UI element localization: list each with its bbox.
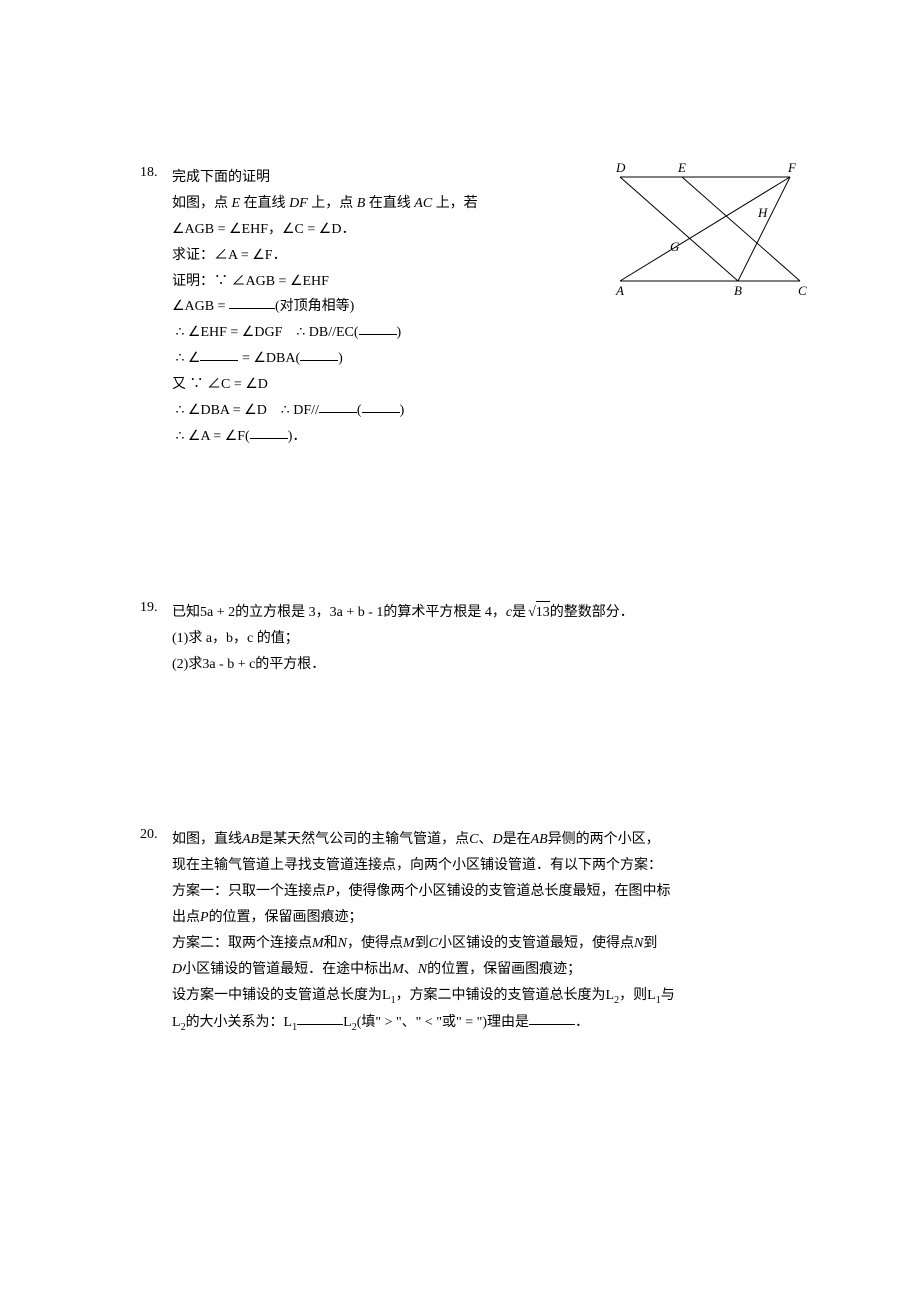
fill-blank — [300, 347, 338, 361]
label-C: C — [798, 283, 807, 298]
text-line: ∴ ∠ = ∠DBA() — [172, 346, 532, 372]
problem-18: 18. 完成下面的证明 如图，点 E 在直线 DF 上，点 B 在直线 AC 上… — [172, 165, 820, 450]
fill-blank — [250, 425, 288, 439]
text-line: 出点P的位置，保留画图痕迹； — [172, 905, 772, 931]
label-H: H — [757, 205, 768, 220]
text-line: 方案一：只取一个连接点P，使得像两个小区铺设的支管道总长度最短，在图中标 — [172, 879, 772, 905]
problem-number: 18. — [140, 165, 158, 181]
label-B: B — [734, 283, 742, 298]
geometry-figure: D E F A B C G H — [610, 159, 810, 299]
sqrt-icon: √13 — [526, 600, 550, 626]
text-line: 方案二：取两个连接点M和N，使得点M到C小区铺设的支管道最短，使得点N到 — [172, 931, 772, 957]
text-line: ∠AGB = (对顶角相等) — [172, 294, 532, 320]
text-line: D小区铺设的管道最短．在途中标出M、N的位置，保留画图痕迹； — [172, 957, 772, 983]
problem-20-body: 如图，直线AB是某天然气公司的主输气管道，点C、D是在AB异侧的两个小区， 现在… — [172, 827, 820, 1037]
problem-18-body: 完成下面的证明 如图，点 E 在直线 DF 上，点 B 在直线 AC 上，若 ∠… — [172, 165, 532, 450]
text-line: ∴ ∠A = ∠F()． — [172, 424, 532, 450]
fill-blank — [362, 399, 400, 413]
fill-blank — [229, 295, 275, 309]
fill-blank — [200, 347, 238, 361]
text-line: ∴ ∠EHF = ∠DGF ∴ DB//EC() — [172, 320, 532, 346]
text-line: ∠AGB = ∠EHF，∠C = ∠D． — [172, 217, 532, 243]
problem-number: 19. — [140, 600, 158, 616]
text-line: 设方案一中铺设的支管道总长度为L1，方案二中铺设的支管道总长度为L2，则L1与 — [172, 983, 772, 1010]
text-line: 如图，直线AB是某天然气公司的主输气管道，点C、D是在AB异侧的两个小区， — [172, 827, 772, 853]
text-line: 已知5a + 2的立方根是 3，3a + b - 1的算术平方根是 4，c是√1… — [172, 600, 820, 626]
label-D: D — [615, 160, 626, 175]
label-G: G — [670, 239, 680, 254]
problem-19: 19. 已知5a + 2的立方根是 3，3a + b - 1的算术平方根是 4，… — [172, 600, 820, 678]
fill-blank — [319, 399, 357, 413]
problem-19-body: 已知5a + 2的立方根是 3，3a + b - 1的算术平方根是 4，c是√1… — [172, 600, 820, 678]
label-A: A — [615, 283, 624, 298]
fill-blank — [359, 321, 397, 335]
text-line: 证明：∵ ∠AGB = ∠EHF — [172, 269, 532, 295]
text-line: 又 ∵ ∠C = ∠D — [172, 372, 532, 398]
figure-svg: D E F A B C G H — [610, 159, 810, 299]
problem-number: 20. — [140, 827, 158, 843]
fill-blank — [529, 1011, 575, 1025]
problem-20: 20. 如图，直线AB是某天然气公司的主输气管道，点C、D是在AB异侧的两个小区… — [172, 827, 820, 1037]
label-E: E — [677, 160, 686, 175]
label-F: F — [787, 160, 797, 175]
text-line: (1)求 a，b，c 的值； — [172, 626, 820, 652]
text-line: L2的大小关系为：L1L2(填" > "、" < "或" = ")理由是． — [172, 1010, 772, 1037]
text-line: 完成下面的证明 — [172, 165, 532, 191]
text-line: (2)求3a - b + c的平方根． — [172, 652, 820, 678]
text-line: 如图，点 E 在直线 DF 上，点 B 在直线 AC 上，若 — [172, 191, 532, 217]
fill-blank — [297, 1011, 343, 1025]
text-line: 现在主输气管道上寻找支管道连接点，向两个小区铺设管道．有以下两个方案： — [172, 853, 772, 879]
text-line: 求证：∠A = ∠F． — [172, 243, 532, 269]
text-line: ∴ ∠DBA = ∠D ∴ DF//() — [172, 398, 532, 424]
